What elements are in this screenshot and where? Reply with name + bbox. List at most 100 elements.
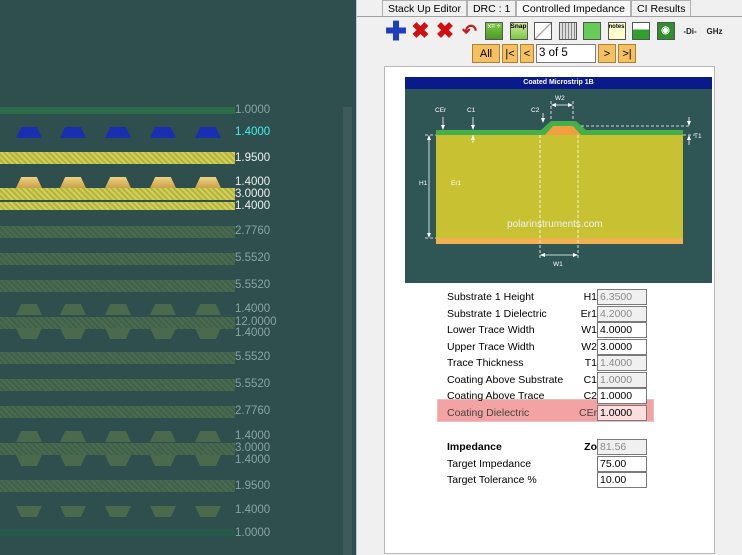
tab-ci-results[interactable]: CI Results [631, 0, 691, 16]
thickness-label: 5.5520 [235, 252, 270, 264]
core-layer[interactable] [0, 280, 235, 292]
signal-layer[interactable] [0, 506, 235, 517]
undo-icon[interactable]: ↶ [459, 20, 481, 42]
delete-icon[interactable]: ✖ [410, 20, 432, 42]
plane-layer[interactable] [0, 107, 235, 114]
core-layer[interactable] [0, 152, 235, 164]
all-button[interactable]: All [472, 44, 500, 63]
prev-page-button[interactable]: < [520, 44, 534, 63]
param-value-input[interactable] [597, 339, 647, 355]
target-tolerance-input[interactable] [597, 472, 647, 488]
param-value-input[interactable] [597, 388, 647, 404]
trace [105, 328, 131, 339]
last-page-button[interactable]: >| [618, 44, 636, 63]
thickness-label: 1.0000 [235, 104, 270, 116]
tab-stack-up-editor[interactable]: Stack Up Editor [382, 0, 467, 16]
dielectric-icon[interactable]: -Di- [679, 20, 701, 42]
thickness-label: 1.0000 [235, 527, 270, 539]
tab-drc[interactable]: DRC : 1 [467, 0, 516, 16]
signal-layer[interactable] [0, 455, 235, 466]
thickness-label: 1.4000 [235, 327, 270, 339]
stackup-view[interactable]: 1.0000 1.4000 1.9500 1.4000 3.0000 1.400… [0, 0, 352, 555]
core-layer[interactable] [0, 202, 235, 210]
thickness-label: 1.4000 [235, 504, 270, 516]
param-symbol: C2 [579, 390, 597, 402]
first-page-button[interactable]: |< [502, 44, 518, 63]
toolbar: ✚ ✖ ✖ ↶ x= ÷ Snap notes ◉ -Di- GHz [385, 20, 728, 42]
vertical-scrollbar[interactable] [343, 107, 352, 555]
trace [105, 304, 131, 315]
param-symbol: CEr [579, 407, 597, 419]
core-layer[interactable] [0, 379, 235, 391]
parameter-list: Substrate 1 Height H1 Substrate 1 Dielec… [447, 289, 692, 489]
param-value-input[interactable] [597, 355, 647, 371]
cer-label: CEr [435, 107, 446, 114]
signal-layer[interactable] [0, 328, 235, 339]
signal-layer[interactable] [0, 127, 235, 138]
param-row-w2: Upper Trace Width W2 [447, 339, 692, 356]
impedance-output[interactable] [597, 439, 647, 455]
trace [16, 304, 42, 315]
c1-label: C1 [467, 107, 475, 114]
tab-controlled-impedance[interactable]: Controlled Impedance [516, 0, 631, 16]
param-name: Coating Above Substrate [447, 374, 563, 386]
structure-icon[interactable] [581, 20, 603, 42]
signal-layer[interactable] [0, 304, 235, 315]
param-value-input[interactable] [597, 322, 647, 338]
thickness-label: 1.9500 [235, 480, 270, 492]
param-symbol: T1 [579, 357, 597, 369]
param-value-input[interactable] [597, 405, 647, 421]
grid-icon[interactable] [557, 20, 579, 42]
core-layer[interactable] [0, 443, 235, 455]
trace [195, 328, 221, 339]
trace [150, 431, 176, 442]
plane-layer[interactable] [0, 529, 235, 536]
core-layer[interactable] [0, 188, 235, 200]
thickness-label: 1.4000 [235, 200, 270, 212]
delete-all-icon[interactable]: ✖ [434, 20, 456, 42]
h1-label: H1 [419, 180, 427, 187]
thickness-label: 5.5520 [235, 378, 270, 390]
notes-label: notes [608, 22, 626, 40]
param-row-er1: Substrate 1 Dielectric Er1 [447, 306, 692, 323]
thickness-label: 1.4000 [235, 430, 270, 442]
trace [105, 127, 131, 138]
core-layer[interactable] [0, 352, 235, 364]
trace [195, 431, 221, 442]
param-row-t1: Trace Thickness T1 [447, 355, 692, 372]
calculate-icon[interactable]: x= ÷ [483, 20, 505, 42]
thickness-label: 1.4000 [235, 454, 270, 466]
param-value-input[interactable] [597, 289, 647, 305]
signal-layer[interactable] [0, 177, 235, 188]
trace [195, 455, 221, 466]
param-value-input[interactable] [597, 306, 647, 322]
param-name: Upper Trace Width [447, 341, 535, 353]
signal-layer[interactable] [0, 431, 235, 442]
notes-icon[interactable]: notes [606, 20, 628, 42]
snap-icon[interactable]: Snap [508, 20, 530, 42]
layer-height-icon[interactable] [630, 20, 652, 42]
trace [105, 177, 131, 188]
core-layer[interactable] [0, 406, 235, 418]
trace [60, 506, 86, 517]
result-row-target-tolerance: Target Tolerance % [447, 472, 692, 489]
view-icon[interactable]: ◉ [655, 20, 677, 42]
param-name: Lower Trace Width [447, 324, 535, 336]
param-name: Coating Above Trace [447, 390, 544, 402]
watermark: polarinstruments.com [507, 219, 603, 230]
core-layer[interactable] [0, 480, 235, 492]
trace [16, 506, 42, 517]
param-name: Substrate 1 Dielectric [447, 308, 547, 320]
next-page-button[interactable]: > [598, 44, 616, 63]
trace [195, 177, 221, 188]
ghz-icon[interactable]: GHz [704, 20, 726, 42]
thickness-label: 5.5520 [235, 351, 270, 363]
target-impedance-input[interactable] [597, 456, 647, 472]
core-layer[interactable] [0, 253, 235, 265]
add-icon[interactable]: ✚ [385, 20, 407, 42]
param-value-input[interactable] [597, 372, 647, 388]
core-layer[interactable] [0, 226, 235, 238]
param-symbol: H1 [579, 291, 597, 303]
param-symbol: W2 [579, 341, 597, 353]
diagonal-icon[interactable] [532, 20, 554, 42]
